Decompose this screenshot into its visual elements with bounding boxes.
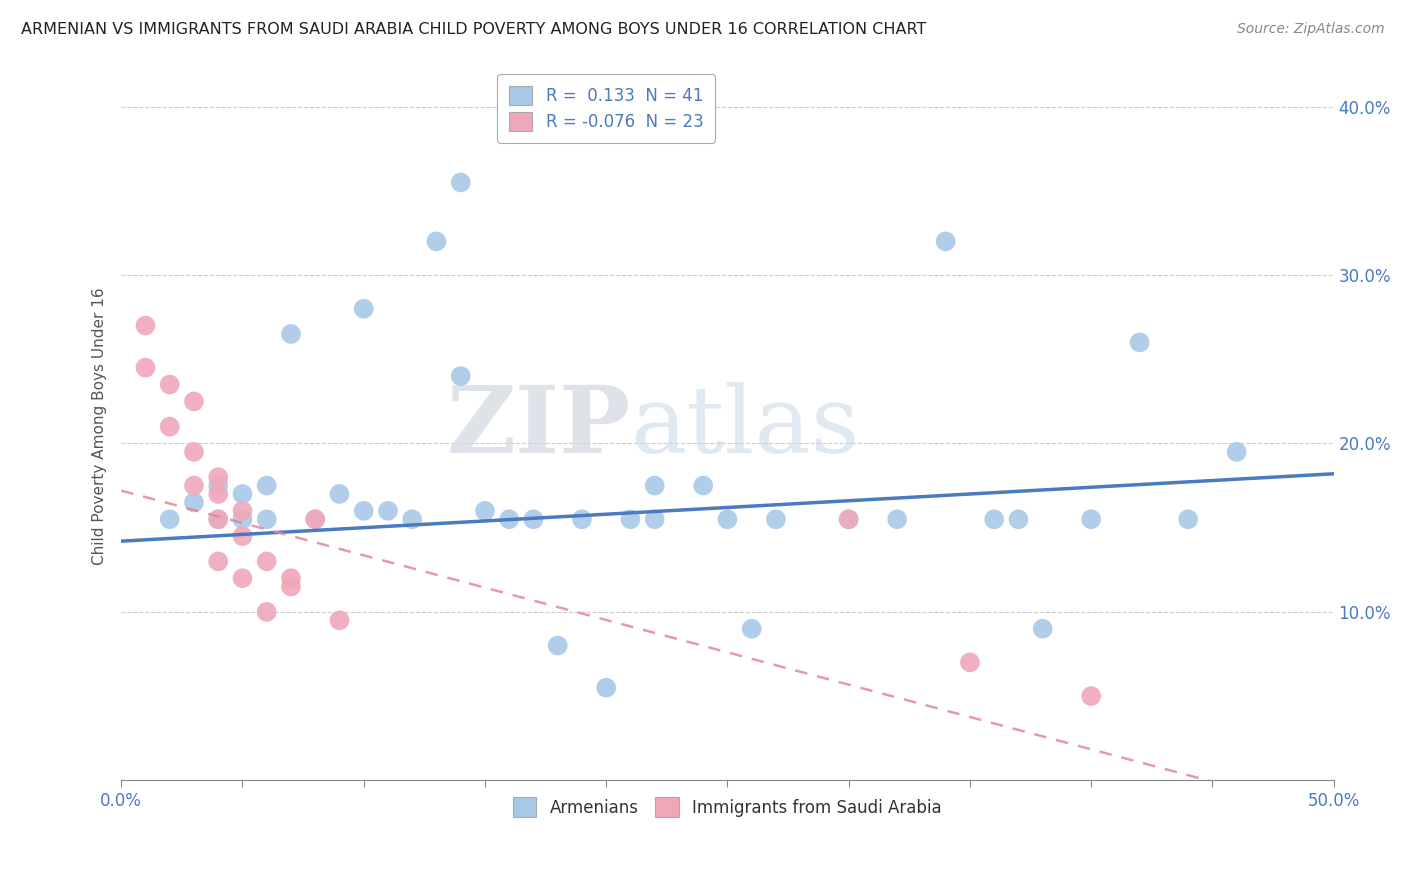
Point xyxy=(159,512,181,526)
Point xyxy=(886,512,908,526)
Point xyxy=(256,478,278,492)
Point xyxy=(547,639,569,653)
Point xyxy=(231,512,253,526)
Point xyxy=(207,478,229,492)
Point xyxy=(183,478,205,492)
Point xyxy=(1129,335,1152,350)
Point xyxy=(280,580,302,594)
Point xyxy=(231,504,253,518)
Point xyxy=(595,681,617,695)
Point xyxy=(838,512,860,526)
Point xyxy=(838,512,860,526)
Point xyxy=(1226,445,1249,459)
Point xyxy=(522,512,544,526)
Point xyxy=(425,235,447,249)
Text: ARMENIAN VS IMMIGRANTS FROM SAUDI ARABIA CHILD POVERTY AMONG BOYS UNDER 16 CORRE: ARMENIAN VS IMMIGRANTS FROM SAUDI ARABIA… xyxy=(21,22,927,37)
Point xyxy=(256,554,278,568)
Point xyxy=(474,504,496,518)
Point xyxy=(328,487,350,501)
Point xyxy=(280,571,302,585)
Point xyxy=(231,571,253,585)
Point xyxy=(183,495,205,509)
Point xyxy=(571,512,593,526)
Point xyxy=(207,512,229,526)
Point xyxy=(644,512,666,526)
Point xyxy=(231,529,253,543)
Point xyxy=(1080,512,1102,526)
Point xyxy=(741,622,763,636)
Point xyxy=(1007,512,1029,526)
Point xyxy=(450,369,472,384)
Point xyxy=(304,512,326,526)
Point xyxy=(619,512,641,526)
Point xyxy=(1177,512,1199,526)
Point xyxy=(1080,689,1102,703)
Text: Source: ZipAtlas.com: Source: ZipAtlas.com xyxy=(1237,22,1385,37)
Text: atlas: atlas xyxy=(630,382,859,472)
Point xyxy=(983,512,1005,526)
Point xyxy=(935,235,957,249)
Legend: Armenians, Immigrants from Saudi Arabia: Armenians, Immigrants from Saudi Arabia xyxy=(505,789,950,825)
Y-axis label: Child Poverty Among Boys Under 16: Child Poverty Among Boys Under 16 xyxy=(93,288,107,566)
Point xyxy=(765,512,787,526)
Point xyxy=(377,504,399,518)
Point xyxy=(159,377,181,392)
Text: ZIP: ZIP xyxy=(446,382,630,472)
Point xyxy=(304,512,326,526)
Point xyxy=(353,301,375,316)
Point xyxy=(256,512,278,526)
Point xyxy=(134,360,156,375)
Point xyxy=(183,445,205,459)
Point xyxy=(644,478,666,492)
Point xyxy=(353,504,375,518)
Point xyxy=(159,419,181,434)
Point xyxy=(692,478,714,492)
Point xyxy=(207,554,229,568)
Point xyxy=(134,318,156,333)
Point xyxy=(207,512,229,526)
Point xyxy=(716,512,738,526)
Point xyxy=(207,487,229,501)
Point xyxy=(256,605,278,619)
Point xyxy=(183,394,205,409)
Point xyxy=(1032,622,1054,636)
Point xyxy=(328,613,350,627)
Point xyxy=(207,470,229,484)
Point xyxy=(498,512,520,526)
Point xyxy=(401,512,423,526)
Point xyxy=(280,326,302,341)
Point xyxy=(959,656,981,670)
Point xyxy=(450,176,472,190)
Point xyxy=(231,487,253,501)
